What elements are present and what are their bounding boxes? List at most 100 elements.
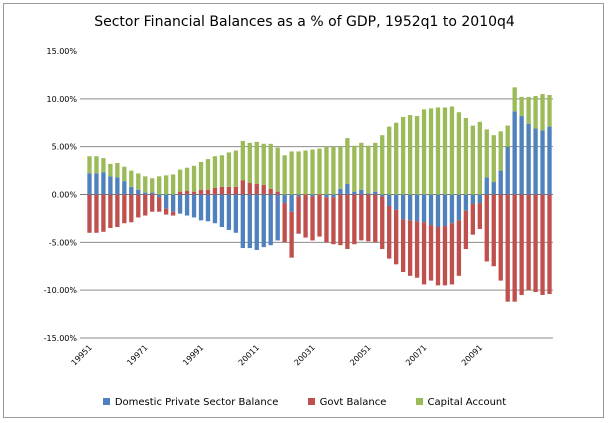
bar-govt-balance bbox=[519, 194, 524, 295]
bar-capital-account bbox=[380, 135, 385, 195]
bar-govt-balance bbox=[484, 194, 489, 262]
bar-capital-account bbox=[324, 146, 329, 195]
bar-govt-balance bbox=[345, 194, 350, 250]
bar-govt-balance bbox=[163, 208, 169, 215]
bar-domestic-private-sector-balance bbox=[331, 194, 336, 198]
y-tick-label: -15.00% bbox=[44, 334, 78, 343]
bar-capital-account bbox=[282, 155, 287, 195]
bar-domestic-private-sector-balance bbox=[122, 181, 127, 195]
legend: Domestic Private Sector Balance Govt Bal… bbox=[0, 397, 609, 408]
bar-domestic-private-sector-balance bbox=[191, 194, 197, 218]
bar-capital-account bbox=[122, 166, 127, 182]
bar-domestic-private-sector-balance bbox=[421, 194, 427, 223]
bar-govt-balance bbox=[338, 194, 343, 246]
bar-domestic-private-sector-balance bbox=[491, 182, 496, 195]
bar-capital-account bbox=[157, 176, 162, 195]
bar-domestic-private-sector-balance bbox=[338, 188, 343, 195]
bar-govt-balance bbox=[122, 194, 127, 224]
bar-capital-account bbox=[170, 174, 176, 195]
bar-domestic-private-sector-balance bbox=[150, 192, 155, 195]
bar-capital-account bbox=[275, 147, 280, 192]
bar-domestic-private-sector-balance bbox=[414, 194, 420, 222]
bar-capital-account bbox=[463, 117, 469, 195]
bar-domestic-private-sector-balance bbox=[519, 116, 524, 195]
bar-govt-balance bbox=[254, 183, 259, 195]
bar-govt-balance bbox=[247, 183, 252, 195]
x-tick-label: 20071 bbox=[404, 343, 428, 367]
bar-capital-account bbox=[407, 115, 413, 195]
bar-domestic-private-sector-balance bbox=[387, 194, 392, 206]
legend-swatch-capital bbox=[415, 398, 423, 405]
bar-govt-balance bbox=[512, 194, 517, 302]
bar-domestic-private-sector-balance bbox=[268, 194, 273, 246]
bar-govt-balance bbox=[108, 194, 113, 228]
bar-capital-account bbox=[184, 167, 190, 191]
bar-govt-balance bbox=[373, 194, 378, 243]
bar-govt-balance bbox=[310, 196, 315, 241]
bar-govt-balance bbox=[115, 194, 120, 228]
bar-domestic-private-sector-balance bbox=[380, 194, 385, 197]
bar-capital-account bbox=[366, 145, 371, 194]
legend-item-govt: Govt Balance bbox=[307, 397, 386, 408]
bar-govt-balance bbox=[470, 204, 476, 235]
bar-govt-balance bbox=[101, 194, 106, 232]
bar-govt-balance bbox=[366, 194, 371, 242]
bar-capital-account bbox=[205, 159, 211, 190]
y-tick-label: 5.00% bbox=[52, 143, 78, 152]
bar-capital-account bbox=[101, 158, 106, 173]
bar-domestic-private-sector-balance bbox=[170, 194, 176, 212]
bar-govt-balance bbox=[150, 194, 155, 212]
bar-capital-account bbox=[261, 143, 266, 185]
bar-domestic-private-sector-balance bbox=[108, 176, 113, 195]
bar-capital-account bbox=[359, 142, 364, 190]
bar-govt-balance bbox=[177, 191, 183, 195]
bar-govt-balance bbox=[442, 226, 448, 286]
bar-domestic-private-sector-balance bbox=[233, 194, 239, 233]
bar-domestic-private-sector-balance bbox=[163, 194, 169, 209]
bar-domestic-private-sector-balance bbox=[324, 194, 329, 198]
legend-swatch-govt bbox=[307, 398, 315, 405]
bar-capital-account bbox=[226, 152, 232, 187]
bar-domestic-private-sector-balance bbox=[212, 194, 218, 224]
bar-capital-account bbox=[136, 173, 141, 190]
bar-capital-account bbox=[289, 151, 294, 195]
bar-domestic-private-sector-balance bbox=[407, 194, 413, 221]
bar-domestic-private-sector-balance bbox=[157, 194, 162, 198]
bar-govt-balance bbox=[394, 209, 399, 265]
bar-govt-balance bbox=[533, 194, 538, 293]
bar-capital-account bbox=[296, 151, 301, 195]
bar-capital-account bbox=[129, 170, 134, 187]
bar-govt-balance bbox=[498, 194, 503, 281]
y-axis-ticks: 15.00% 10.00% 5.00% 0.00% -5.00% -10.00% -15.0… bbox=[44, 47, 78, 343]
bar-govt-balance bbox=[421, 222, 427, 285]
x-tick-label: 20031 bbox=[293, 343, 317, 367]
bar-govt-balance bbox=[205, 189, 211, 195]
legend-label-capital: Capital Account bbox=[427, 397, 507, 408]
bar-capital-account bbox=[345, 138, 350, 184]
bar-capital-account bbox=[394, 122, 399, 195]
x-tick-label: 19971 bbox=[125, 343, 149, 367]
bar-domestic-private-sector-balance bbox=[373, 191, 378, 195]
bar-capital-account bbox=[428, 108, 434, 195]
bar-capital-account bbox=[352, 145, 357, 192]
bar-domestic-private-sector-balance bbox=[540, 130, 545, 195]
gridlines bbox=[80, 98, 553, 339]
bar-govt-balance bbox=[407, 220, 413, 276]
bar-govt-balance bbox=[87, 194, 92, 233]
bar-capital-account bbox=[254, 141, 259, 184]
bar-govt-balance bbox=[380, 196, 385, 250]
bar-govt-balance bbox=[268, 188, 273, 195]
bar-capital-account bbox=[310, 149, 315, 195]
y-tick-label: 15.00% bbox=[46, 47, 77, 56]
bar-govt-balance bbox=[219, 186, 225, 195]
bar-capital-account bbox=[247, 142, 252, 184]
bar-domestic-private-sector-balance bbox=[477, 194, 482, 204]
bar-domestic-private-sector-balance bbox=[484, 177, 489, 195]
bar-domestic-private-sector-balance bbox=[449, 194, 455, 224]
bar-govt-balance bbox=[540, 194, 545, 295]
bar-govt-balance bbox=[547, 194, 552, 294]
bar-capital-account bbox=[191, 165, 197, 192]
bar-capital-account bbox=[442, 107, 448, 195]
bar-domestic-private-sector-balance bbox=[143, 192, 148, 195]
bar-govt-balance bbox=[414, 221, 420, 278]
